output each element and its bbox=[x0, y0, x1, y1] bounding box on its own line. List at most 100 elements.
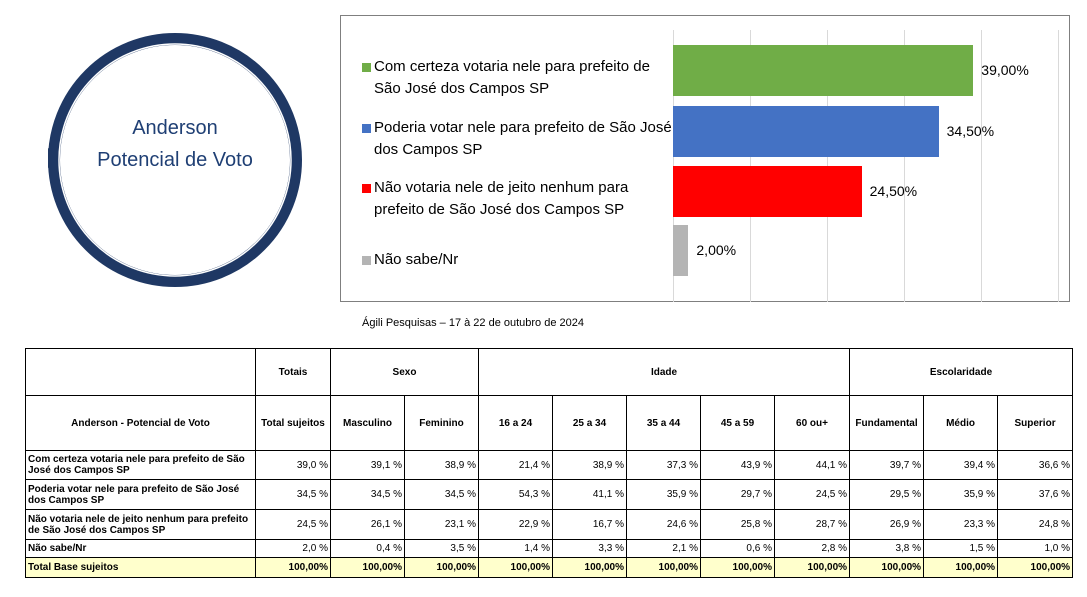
cell: 24,5 % bbox=[773, 479, 851, 510]
cell: 100,00% bbox=[330, 557, 405, 578]
grid-line bbox=[904, 30, 905, 302]
cell: 1,4 % bbox=[478, 539, 553, 558]
category-label: Não sabe/Nr bbox=[374, 251, 459, 268]
cell: 28,7 % bbox=[773, 509, 851, 540]
cell: 2,0 % bbox=[255, 539, 331, 558]
column-header: 45 a 59 bbox=[700, 395, 775, 451]
legend-swatch bbox=[362, 63, 371, 72]
chart-frame bbox=[340, 15, 1070, 302]
column-header: 35 a 44 bbox=[626, 395, 701, 451]
column-header: 16 a 24 bbox=[478, 395, 553, 451]
cell: 1,5 % bbox=[923, 539, 999, 558]
bar-label: 24,50% bbox=[869, 182, 918, 199]
category-label: Não votaria nele de jeito nenhum para pr… bbox=[374, 179, 629, 218]
cell: 22,9 % bbox=[478, 509, 553, 540]
category-label: Poderia votar nele para prefeito de São … bbox=[374, 119, 672, 158]
cell: 100,00% bbox=[404, 557, 479, 578]
table-row: Não sabe/Nr 2,0 % 0,4 % 3,5 % 1,4 % 3,3 % 2,1 … bbox=[25, 539, 1074, 558]
bar bbox=[673, 45, 974, 96]
cell: 37,6 % bbox=[997, 479, 1074, 510]
cell: 26,9 % bbox=[849, 509, 925, 540]
cell: 100,00% bbox=[478, 557, 553, 578]
group-header: Totais bbox=[255, 348, 331, 396]
row-label: Com certeza votaria nele para prefeito d… bbox=[25, 450, 256, 480]
cell: 35,9 % bbox=[923, 479, 999, 510]
cell: 100,00% bbox=[997, 557, 1074, 578]
cell: 23,3 % bbox=[923, 509, 999, 540]
column-header: Anderson - Potencial de Voto bbox=[25, 395, 256, 451]
title: Anderson bbox=[132, 117, 218, 139]
cell: 21,4 % bbox=[478, 450, 553, 480]
column-header: 25 a 34 bbox=[552, 395, 627, 451]
cell: 38,9 % bbox=[404, 450, 479, 480]
bar bbox=[673, 166, 862, 217]
circle-graphic bbox=[48, 33, 302, 287]
bar-label: 39,00% bbox=[981, 61, 1029, 78]
cell: 24,5 % bbox=[255, 509, 331, 540]
cell: 43,9 % bbox=[700, 450, 775, 480]
cell: 23,1 % bbox=[404, 509, 479, 540]
cell: 100,00% bbox=[700, 557, 775, 578]
table-row: Total Base sujeitos 100,00% 100,00% 100,00%… bbox=[25, 557, 1074, 578]
cell: 25,8 % bbox=[700, 509, 775, 540]
column-header: Total sujeitos bbox=[255, 395, 331, 451]
cell: 38,9 % bbox=[552, 450, 627, 480]
cell: 37,3 % bbox=[626, 450, 701, 480]
cell: 2,1 % bbox=[626, 539, 701, 558]
bar bbox=[673, 225, 689, 276]
circle-title: Anderson Potencial de Voto bbox=[90, 116, 260, 172]
cell: 39,0 % bbox=[255, 450, 331, 480]
cell: 100,00% bbox=[626, 557, 701, 578]
cell: 3,5 % bbox=[404, 539, 479, 558]
bar bbox=[673, 106, 939, 157]
column-header: Fundamental bbox=[849, 395, 925, 451]
cell: 44,1 % bbox=[773, 450, 851, 480]
cell: 100,00% bbox=[773, 557, 851, 578]
cell: 3,3 % bbox=[552, 539, 627, 558]
cell: 39,4 % bbox=[923, 450, 999, 480]
cell: 34,5 % bbox=[255, 479, 331, 510]
row-label: Total Base sujeitos bbox=[25, 557, 256, 578]
column-header: Superior bbox=[997, 395, 1074, 451]
column-header: Médio bbox=[923, 395, 999, 451]
legend-swatch bbox=[362, 184, 371, 193]
table: Totais Sexo Idade Escolaridade Anderson … bbox=[25, 348, 1074, 578]
cell: 29,7 % bbox=[700, 479, 775, 510]
cell: 39,1 % bbox=[330, 450, 405, 480]
group-header: Escolaridade bbox=[849, 348, 1074, 396]
chart: 39,00% Com certeza votaria nele para pref… bbox=[362, 30, 1059, 302]
table-row: Não votaria nele de jeito nenhum para pr… bbox=[25, 509, 1074, 540]
legend-swatch bbox=[362, 124, 371, 133]
table-row: Poderia votar nele para prefeito de São … bbox=[25, 479, 1074, 510]
cell: 16,7 % bbox=[552, 509, 627, 540]
column-header: Feminino bbox=[404, 395, 479, 451]
column-header: 60 ou+ bbox=[773, 395, 851, 451]
category-label: Com certeza votaria nele para prefeito d… bbox=[374, 58, 650, 97]
cell: 100,00% bbox=[552, 557, 627, 578]
cell: 100,00% bbox=[849, 557, 925, 578]
grid-line bbox=[1058, 30, 1059, 302]
cell: 41,1 % bbox=[552, 479, 627, 510]
grid-line bbox=[981, 30, 982, 302]
group-header: Idade bbox=[477, 348, 851, 396]
cell: 0,4 % bbox=[330, 539, 405, 558]
cell: 39,7 % bbox=[849, 450, 925, 480]
caption: Ágili Pesquisas – 17 à 22 de outubro de … bbox=[362, 317, 584, 329]
cell: 26,1 % bbox=[330, 509, 405, 540]
table-row: Com certeza votaria nele para prefeito d… bbox=[25, 450, 1074, 480]
row-label: Não votaria nele de jeito nenhum para pr… bbox=[25, 509, 256, 540]
row-label: Não sabe/Nr bbox=[25, 539, 256, 558]
cell: 0,6 % bbox=[700, 539, 775, 558]
bar-label: 34,50% bbox=[946, 122, 995, 139]
cell: 3,8 % bbox=[849, 539, 925, 558]
cell: 36,6 % bbox=[997, 450, 1074, 480]
row-label: Poderia votar nele para prefeito de São … bbox=[25, 479, 256, 510]
cell: 34,5 % bbox=[404, 479, 479, 510]
bar-label: 2,00% bbox=[696, 241, 737, 258]
cell: 100,00% bbox=[923, 557, 999, 578]
group-header: Sexo bbox=[330, 348, 479, 396]
cell: 34,5 % bbox=[330, 479, 405, 510]
cell: 35,9 % bbox=[626, 479, 701, 510]
subtitle: Potencial de Voto bbox=[97, 149, 253, 171]
